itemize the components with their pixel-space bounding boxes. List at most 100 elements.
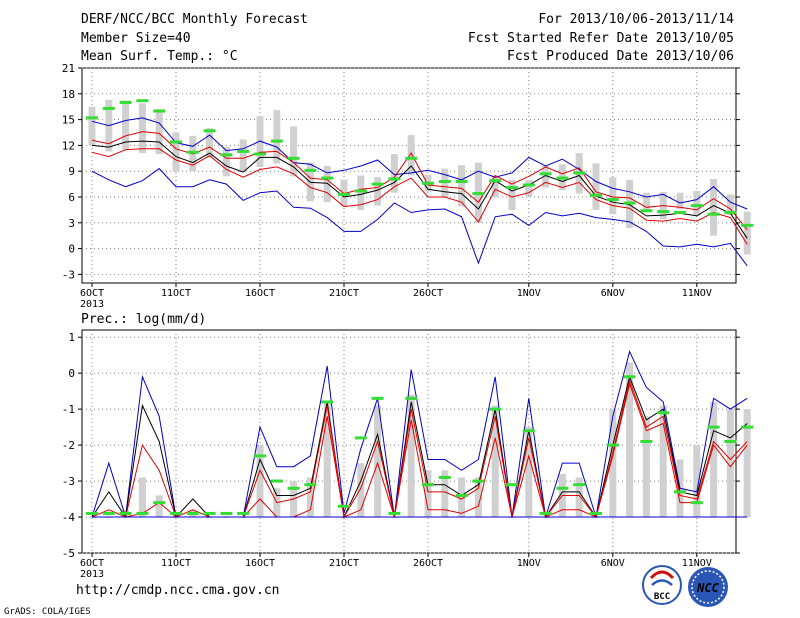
- prec-spread-bar: [743, 409, 751, 518]
- temp-spread-bar: [323, 166, 331, 203]
- prec-climatology-marker: [371, 396, 384, 400]
- prec-xtick-label: 11NOV: [682, 558, 712, 569]
- prec-spread-bar: [491, 405, 499, 518]
- prec-climatology-marker: [522, 429, 535, 433]
- prec-xtick-label: 1NOV: [517, 558, 541, 569]
- temp-climatology-marker: [472, 192, 485, 196]
- temp-ytick-label: 18: [62, 88, 75, 101]
- prec-ytick-label: -1: [62, 403, 75, 416]
- temp-climatology-marker: [455, 180, 468, 184]
- temp-upper-extreme-line: [91, 117, 748, 210]
- temp-spread-bar: [88, 106, 96, 146]
- prec-spread-bar: [458, 477, 466, 518]
- prec-climatology-marker: [438, 475, 451, 479]
- prec-climatology-marker: [153, 501, 166, 505]
- svg-text:NCC: NCC: [696, 581, 719, 595]
- prec-climatology-marker: [489, 407, 502, 411]
- temp-climatology-marker: [254, 152, 266, 156]
- prec-spread-bar: [239, 517, 247, 519]
- prec-climatology-marker: [354, 436, 367, 440]
- prec-xtick-year: 2013: [80, 569, 104, 580]
- temp-climatology-marker: [304, 168, 317, 172]
- header-start-date: Fcst Started Refer Date 2013/10/05: [468, 31, 734, 46]
- temp-spread-bar: [525, 179, 533, 197]
- prec-climatology-marker: [136, 511, 149, 515]
- temp-climatology-marker: [119, 100, 132, 104]
- prec-climatology-marker: [86, 511, 98, 515]
- temp-climatology-marker: [287, 156, 300, 160]
- temp-climatology-marker: [405, 156, 418, 160]
- temp-plot-frame: [81, 67, 737, 284]
- prec-climatology-marker: [657, 411, 670, 415]
- temp-climatology-marker: [489, 179, 502, 183]
- prec-xtick-label: 26OCT: [413, 558, 443, 569]
- temp-spread-bar: [290, 126, 298, 177]
- prec-climatology-marker: [170, 511, 182, 515]
- prec-spread-bar: [357, 463, 365, 518]
- temp-climatology-marker: [354, 189, 367, 193]
- prec-climatology-marker: [237, 511, 250, 515]
- prec-xtick-label: 21OCT: [329, 558, 359, 569]
- temp-xtick-label: 11OCT: [161, 288, 191, 299]
- header-produced-date: Fcst Produced Date 2013/10/06: [507, 49, 734, 64]
- prec-climatology-marker: [422, 483, 434, 487]
- temp-spread-bar: [138, 103, 146, 154]
- svg-text:BCC: BCC: [654, 592, 670, 602]
- temp-climatology-marker: [674, 210, 686, 214]
- temp-climatology-marker: [640, 209, 653, 213]
- temp-spread-bar: [710, 178, 718, 236]
- temp-lower-extreme-line: [91, 167, 748, 267]
- temp-spread-bar: [693, 190, 701, 216]
- temp-spread-bar: [491, 175, 499, 197]
- prec-climatology-marker: [119, 511, 132, 515]
- temp-spread-bar: [407, 135, 415, 176]
- prec-ytick-label: -3: [62, 475, 75, 488]
- prec-climatology-marker: [102, 511, 115, 515]
- precip-panel-title: Prec.: log(mm/d): [81, 312, 206, 327]
- temp-climatology-marker: [522, 183, 535, 187]
- temp-xtick-year: 2013: [80, 299, 104, 310]
- temp-climatology-marker: [590, 193, 602, 197]
- temp-climatology-marker: [707, 212, 720, 216]
- temp-xtick-label: 16OCT: [245, 288, 275, 299]
- prec-spread-bar: [374, 405, 382, 518]
- prec-spread-bar: [693, 445, 701, 518]
- temp-climatology-marker: [338, 192, 350, 196]
- prec-climatology-marker: [321, 400, 334, 404]
- prec-spread-bar: [155, 495, 163, 518]
- temp-climatology-marker: [556, 176, 569, 180]
- temp-spread-bar: [374, 177, 382, 206]
- prec-climatology-marker: [405, 396, 418, 400]
- prec-climatology-marker: [203, 511, 216, 515]
- prec-spread-bar: [424, 470, 432, 518]
- prec-spread-bar: [407, 394, 415, 518]
- prec-climatology-marker: [455, 493, 468, 497]
- temp-spread-bar: [458, 165, 466, 207]
- temp-climatology-marker: [422, 181, 434, 185]
- temp-spread-bar: [726, 194, 734, 216]
- prec-spread-bar: [508, 517, 516, 519]
- temp-climatology-marker: [657, 210, 670, 214]
- bcc-logo: BCC: [642, 565, 682, 605]
- prec-spread-bar: [88, 517, 96, 519]
- temp-xtick-label: 6NOV: [601, 288, 625, 299]
- temp-spread-bar: [609, 177, 617, 215]
- prec-spread-bar: [323, 401, 331, 518]
- footer-url[interactable]: http://cmdp.ncc.cma.gov.cn: [76, 583, 280, 598]
- temp-climatology-marker: [724, 210, 737, 214]
- prec-xtick-label: 16OCT: [245, 558, 275, 569]
- prec-spread-bar: [206, 517, 214, 519]
- prec-spread-bar: [390, 517, 398, 519]
- prec-climatology-marker: [674, 490, 686, 494]
- temp-climatology-marker: [170, 140, 182, 144]
- grads-credit: GrADS: COLA/IGES: [4, 607, 91, 617]
- temp-spread-bar: [592, 163, 600, 210]
- temp-climatology-marker: [606, 198, 619, 202]
- prec-climatology-marker: [590, 511, 602, 515]
- prec-climatology-marker: [270, 479, 283, 483]
- prec-climatology-marker: [741, 425, 754, 429]
- temp-spread-bar: [222, 147, 230, 177]
- prec-ytick-label: 1: [68, 331, 75, 344]
